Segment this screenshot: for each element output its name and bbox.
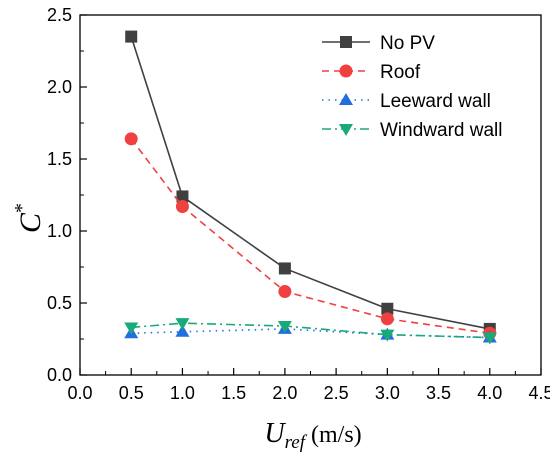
x-tick-label: 3.0 bbox=[375, 383, 400, 403]
y-axis-title-main: C bbox=[14, 212, 47, 233]
y-tick-label: 2.5 bbox=[47, 5, 72, 25]
tick-labels: 0.0 0.5 1.0 1.5 2.0 2.5 3.0 3.5 4.0 4.5 0.0 0.5 1.0 1… bbox=[47, 5, 550, 403]
x-axis-title-sub: ref bbox=[285, 432, 308, 453]
legend-item: Roof bbox=[322, 62, 421, 83]
data-point bbox=[175, 200, 189, 214]
y-tick-label: 0.0 bbox=[47, 365, 72, 385]
x-axis-title: Uref (m/s) bbox=[264, 418, 361, 453]
legend-marker bbox=[339, 64, 353, 78]
data-point bbox=[278, 284, 292, 298]
y-axis-title: C* bbox=[11, 203, 47, 233]
y-tick-label: 1.5 bbox=[47, 149, 72, 169]
data-point bbox=[176, 190, 189, 203]
y-axis-title-sup: * bbox=[11, 203, 33, 213]
x-tick-label: 0.0 bbox=[67, 383, 92, 403]
x-tick-label: 4.0 bbox=[477, 383, 502, 403]
y-tick-label: 1.0 bbox=[47, 221, 72, 241]
x-axis-title-main: U bbox=[264, 418, 286, 449]
series-line bbox=[130, 138, 490, 335]
x-tick-label: 4.5 bbox=[528, 383, 550, 403]
legend-label: Roof bbox=[380, 62, 421, 83]
x-tick-label: 2.0 bbox=[272, 383, 297, 403]
legend-marker bbox=[339, 124, 353, 136]
x-tick-label: 1.5 bbox=[221, 383, 246, 403]
y-tick-label: 2.0 bbox=[47, 77, 72, 97]
legend-label: Windward wall bbox=[380, 120, 502, 141]
x-tick-label: 0.5 bbox=[119, 383, 144, 403]
axis-ticks bbox=[79, 14, 542, 376]
series-1 bbox=[124, 132, 497, 340]
legend-label: Leeward wall bbox=[380, 91, 491, 112]
legend-label: No PV bbox=[380, 33, 435, 54]
data-point bbox=[124, 322, 139, 335]
x-tick-label: 2.5 bbox=[324, 383, 349, 403]
data-point bbox=[124, 132, 138, 146]
x-tick-label: 1.0 bbox=[170, 383, 195, 403]
data-point bbox=[482, 332, 497, 345]
legend-item: Leeward wall bbox=[322, 91, 491, 112]
series-line bbox=[130, 36, 490, 330]
data-point bbox=[175, 318, 190, 331]
legend-marker bbox=[339, 93, 353, 105]
legend-item: Windward wall bbox=[322, 120, 502, 141]
y-tick-label: 0.5 bbox=[47, 293, 72, 313]
x-axis-title-unit: (m/s) bbox=[305, 422, 362, 448]
data-point bbox=[380, 329, 395, 342]
series-0 bbox=[125, 30, 496, 335]
series-3 bbox=[124, 318, 497, 345]
plot-border bbox=[79, 14, 542, 376]
data-point bbox=[381, 302, 394, 315]
legend-marker bbox=[340, 36, 352, 48]
data-point bbox=[125, 30, 138, 43]
data-point bbox=[277, 321, 292, 334]
data-point bbox=[380, 312, 394, 326]
series-layer bbox=[124, 30, 497, 345]
legend: No PV Roof Leeward wall Windward wall bbox=[322, 33, 502, 141]
legend-item: No PV bbox=[322, 33, 435, 54]
plot-frame bbox=[79, 14, 542, 376]
data-point bbox=[175, 324, 190, 337]
data-point bbox=[278, 262, 291, 275]
x-tick-label: 3.5 bbox=[426, 383, 451, 403]
